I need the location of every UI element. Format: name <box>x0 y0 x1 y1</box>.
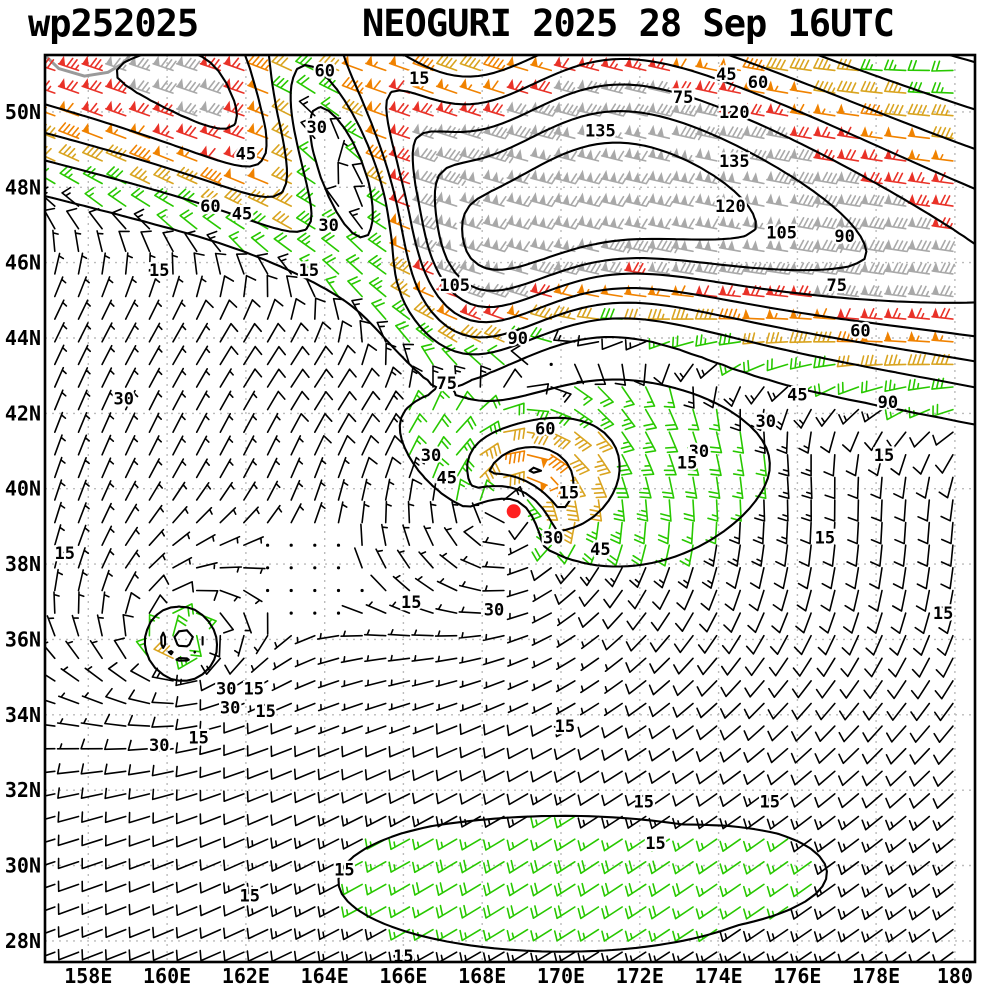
svg-text:75: 75 <box>826 276 846 296</box>
svg-text:40N: 40N <box>5 477 41 501</box>
svg-text:15: 15 <box>401 593 421 613</box>
svg-text:90: 90 <box>507 329 527 349</box>
svg-text:42N: 42N <box>5 401 41 425</box>
svg-text:45: 45 <box>236 144 256 164</box>
svg-text:90: 90 <box>878 393 898 413</box>
svg-text:60: 60 <box>850 322 870 342</box>
svg-text:50N: 50N <box>5 100 41 124</box>
svg-text:15: 15 <box>645 834 665 854</box>
svg-text:45: 45 <box>590 540 610 560</box>
svg-text:32N: 32N <box>5 778 41 802</box>
svg-text:30: 30 <box>421 446 441 466</box>
svg-text:45: 45 <box>232 205 252 225</box>
svg-text:30: 30 <box>307 118 327 138</box>
svg-text:105: 105 <box>766 224 797 244</box>
svg-text:30: 30 <box>114 389 134 409</box>
contour-labels: 60 15 45 60 75 120 30 135 45 135 60 45 120 30 105 90 15 1… <box>52 59 955 969</box>
svg-text:15: 15 <box>555 717 575 737</box>
svg-text:15: 15 <box>54 544 74 564</box>
svg-text:168E: 168E <box>458 964 506 988</box>
svg-text:38N: 38N <box>5 552 41 576</box>
storm-id: wp252025 <box>28 2 199 45</box>
svg-text:180: 180 <box>937 964 973 988</box>
svg-text:162E: 162E <box>222 964 270 988</box>
svg-text:160E: 160E <box>143 964 191 988</box>
svg-text:15: 15 <box>677 453 697 473</box>
svg-text:48N: 48N <box>5 175 41 199</box>
svg-text:75: 75 <box>437 374 457 394</box>
svg-text:120: 120 <box>719 103 750 123</box>
svg-text:15: 15 <box>409 69 429 89</box>
svg-text:176E: 176E <box>773 964 821 988</box>
page-title: NEOGURI 2025 28 Sep 16UTC <box>362 2 895 45</box>
svg-text:15: 15 <box>188 728 208 748</box>
svg-text:60: 60 <box>535 419 555 439</box>
svg-text:30: 30 <box>216 679 236 699</box>
svg-text:15: 15 <box>874 446 894 466</box>
svg-text:30N: 30N <box>5 854 41 878</box>
svg-text:172E: 172E <box>616 964 664 988</box>
svg-text:120: 120 <box>715 197 746 217</box>
isotach-contours <box>45 55 975 953</box>
svg-text:178E: 178E <box>852 964 900 988</box>
cyclone-center-marker <box>506 504 521 519</box>
lon-axis-labels: 158E 160E 162E 164E 166E 168E 170E 172E 174E 176E… <box>64 964 973 988</box>
svg-text:34N: 34N <box>5 703 41 727</box>
svg-text:166E: 166E <box>379 964 427 988</box>
svg-text:30: 30 <box>318 216 338 236</box>
svg-text:30: 30 <box>756 412 776 432</box>
svg-text:30: 30 <box>149 736 169 756</box>
svg-text:15: 15 <box>244 679 264 699</box>
svg-text:44N: 44N <box>5 326 41 350</box>
svg-text:15: 15 <box>559 484 579 504</box>
svg-text:135: 135 <box>585 122 616 142</box>
svg-text:36N: 36N <box>5 627 41 651</box>
svg-text:30: 30 <box>689 442 709 462</box>
svg-text:158E: 158E <box>64 964 112 988</box>
svg-text:15: 15 <box>255 702 275 722</box>
svg-text:45: 45 <box>787 386 807 406</box>
svg-text:30: 30 <box>484 600 504 620</box>
svg-text:60: 60 <box>314 61 334 81</box>
svg-text:15: 15 <box>149 261 169 281</box>
svg-text:30: 30 <box>543 529 563 549</box>
svg-text:15: 15 <box>633 793 653 813</box>
svg-text:60: 60 <box>748 73 768 93</box>
lat-axis-labels: 50N 48N 46N 44N 42N 40N 38N 36N 34N 32N 30N 28N <box>5 100 41 953</box>
svg-text:164E: 164E <box>301 964 349 988</box>
svg-text:135: 135 <box>719 152 750 172</box>
svg-text:15: 15 <box>240 887 260 907</box>
svg-text:45: 45 <box>437 468 457 488</box>
svg-text:15: 15 <box>299 261 319 281</box>
svg-text:28N: 28N <box>5 929 41 953</box>
svg-text:174E: 174E <box>695 964 743 988</box>
svg-text:46N: 46N <box>5 251 41 275</box>
svg-text:75: 75 <box>673 88 693 108</box>
svg-text:15: 15 <box>815 529 835 549</box>
svg-text:45: 45 <box>716 65 736 85</box>
svg-text:15: 15 <box>933 604 953 624</box>
svg-text:170E: 170E <box>537 964 585 988</box>
svg-text:60: 60 <box>200 197 220 217</box>
svg-text:105: 105 <box>439 276 470 296</box>
plot-frame <box>43 53 977 964</box>
svg-text:15: 15 <box>760 793 780 813</box>
svg-text:30: 30 <box>220 698 240 718</box>
svg-text:15: 15 <box>334 860 354 880</box>
svg-text:90: 90 <box>834 227 854 247</box>
